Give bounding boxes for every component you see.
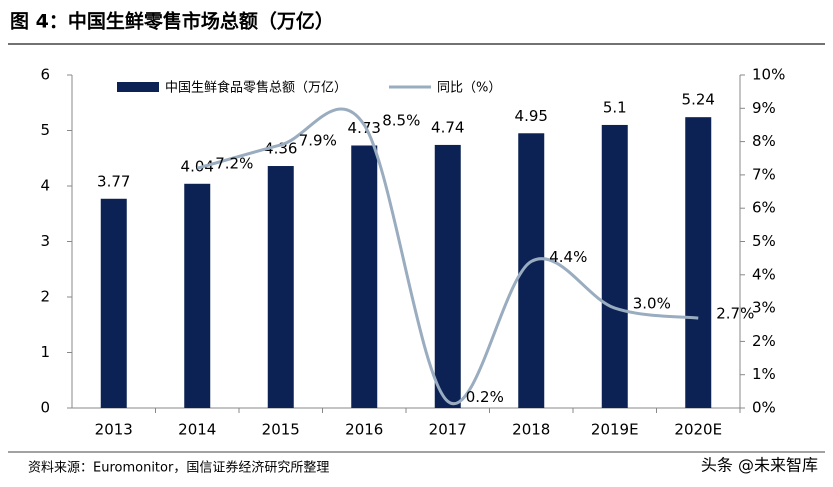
line — [196, 107, 699, 406]
bar-value-label: 5.24 — [682, 91, 715, 109]
y-tick-label: 1 — [40, 343, 50, 361]
line-value-label: 4.4% — [549, 248, 587, 266]
bar — [685, 117, 712, 409]
y2-tick-label: 1% — [752, 365, 776, 383]
bar-value-label: 4.95 — [515, 107, 548, 125]
bar-value-label: 5.1 — [603, 98, 627, 116]
chart-title: 图 4：中国生鲜零售市场总额（万亿） — [10, 10, 334, 33]
source: 资料来源：Euromonitor，国信证券经济研究所整理 — [28, 460, 329, 476]
line-value-label: 8.5% — [382, 111, 420, 129]
bar — [434, 144, 461, 408]
y2-tick-label: 0% — [752, 399, 776, 417]
bar-value-label: 4.74 — [431, 118, 464, 136]
legend-label: 中国生鲜食品零售总额（万亿） — [165, 80, 347, 96]
y2-tick-label: 10% — [752, 66, 785, 84]
bar-value-label: 4.36 — [264, 140, 297, 158]
y2-tick-label: 5% — [752, 232, 776, 250]
bar-value-label: 4.73 — [348, 119, 381, 137]
x-tick-label: 2018 — [512, 421, 550, 439]
bar-value-label: 4.04 — [181, 157, 214, 175]
x-tick-label: 2014 — [178, 421, 216, 439]
line-value-label: 3.0% — [633, 295, 671, 313]
legend-label: 同比（%） — [437, 81, 501, 96]
bar — [184, 183, 211, 408]
y-tick-label: 2 — [40, 288, 50, 306]
line-value-label: 0.2% — [466, 388, 504, 406]
y-tick-label: 5 — [40, 121, 50, 139]
y-tick-label: 3 — [40, 232, 50, 250]
line-value-label: 7.9% — [299, 131, 337, 149]
y-tick-label: 4 — [40, 177, 50, 195]
x-tick-label: 2019E — [591, 421, 639, 439]
bar — [351, 145, 378, 409]
x-tick-label: 2017 — [429, 421, 467, 439]
x-tick-label: 2015 — [262, 421, 300, 439]
line-value-label: 2.7% — [716, 305, 754, 323]
y2-tick-label: 7% — [752, 165, 776, 183]
y2-tick-label: 9% — [752, 99, 776, 117]
bar — [267, 166, 294, 408]
x-tick-label: 2020E — [674, 421, 722, 439]
y-tick-label: 0 — [40, 399, 50, 417]
y-tick-label: 6 — [40, 66, 50, 84]
y2-tick-label: 6% — [752, 199, 776, 217]
y2-tick-label: 2% — [752, 332, 776, 350]
watermark: 头条 @未来智库 — [701, 456, 818, 475]
y2-tick-label: 8% — [752, 132, 776, 150]
line-value-label: 7.2% — [215, 155, 253, 173]
bar — [100, 198, 127, 408]
y2-tick-label: 4% — [752, 265, 776, 283]
x-tick-label: 2016 — [345, 421, 383, 439]
bar — [601, 124, 628, 408]
y2-tick-label: 3% — [752, 299, 776, 317]
legend-swatch — [117, 82, 159, 92]
x-tick-label: 2013 — [95, 421, 133, 439]
bar-value-label: 3.77 — [97, 172, 130, 190]
